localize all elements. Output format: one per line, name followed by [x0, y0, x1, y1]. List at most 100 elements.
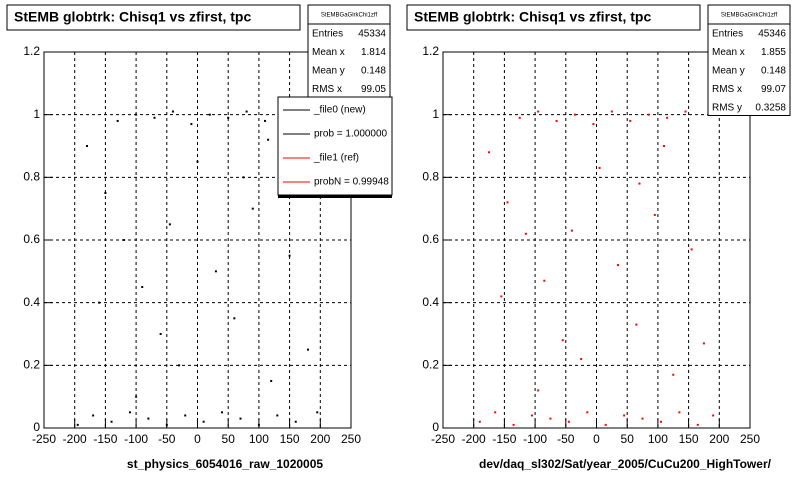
y-tick-label: 0.4	[422, 295, 439, 309]
point	[684, 110, 687, 113]
point	[159, 333, 162, 335]
x-tick-label: -250	[431, 432, 455, 446]
point	[549, 417, 552, 420]
stats-value: 1.814	[361, 47, 386, 58]
chart-title: StEMB globtrk: Chisq1 vs zfirst, tpc	[14, 9, 251, 25]
y-tick-label: 1.2	[23, 44, 40, 58]
point	[512, 423, 515, 426]
point	[288, 254, 291, 257]
stats-value: 0.3258	[755, 103, 786, 114]
point	[598, 166, 601, 169]
point	[537, 110, 540, 113]
point	[190, 123, 193, 126]
point	[666, 116, 669, 119]
point	[653, 213, 656, 216]
point	[239, 417, 242, 420]
legend-label: probN = 0.99948	[314, 177, 389, 188]
frame-border	[442, 51, 751, 429]
stats-label: RMS x	[712, 84, 742, 95]
stats-label: Mean x	[712, 47, 745, 58]
point	[85, 145, 88, 147]
stats-label: Mean y	[312, 66, 345, 77]
chart-title: StEMB globtrk: Chisq1 vs zfirst, tpc	[414, 9, 651, 25]
legend-box	[277, 96, 393, 196]
y-tick-label: 0.4	[23, 295, 40, 309]
point	[196, 160, 199, 163]
point	[267, 138, 270, 141]
x-tick-label: 0	[194, 432, 201, 446]
point	[506, 201, 509, 204]
point	[641, 417, 644, 420]
x-tick-label: -150	[492, 432, 516, 446]
point	[690, 248, 693, 251]
legend-label: _file0 (new)	[313, 105, 366, 116]
stats-box	[307, 4, 391, 98]
x-tick-label: 0	[593, 432, 600, 446]
point	[202, 420, 205, 423]
point	[307, 348, 310, 351]
point	[638, 182, 641, 185]
point	[98, 301, 101, 304]
y-tick-label: 0	[33, 420, 40, 434]
x-tick-label: 200	[709, 432, 729, 446]
point	[696, 423, 699, 426]
point	[208, 113, 211, 116]
point	[178, 364, 181, 367]
point	[257, 423, 260, 426]
point	[316, 411, 319, 414]
x-tick-label: -50	[557, 432, 575, 446]
point	[251, 207, 254, 210]
y-tick-label: 0	[432, 420, 439, 434]
y-tick-label: 0.8	[422, 170, 439, 184]
point	[555, 119, 558, 122]
stats-name: StEMBGaGlrkChi1zff	[721, 13, 778, 19]
legend-label: _file1 (ref)	[313, 153, 359, 164]
point	[712, 414, 715, 417]
point	[543, 279, 546, 282]
point	[494, 411, 497, 414]
point	[592, 123, 595, 126]
point	[659, 420, 662, 423]
y-tick-label: 0.2	[23, 358, 40, 372]
point	[264, 119, 267, 122]
frame-border	[43, 51, 352, 429]
point	[702, 342, 705, 345]
point	[574, 113, 577, 116]
y-tick-label: 0.8	[23, 170, 40, 184]
x-tick-label: 50	[222, 432, 236, 446]
x-axis-label: st_physics_6054016_raw_1020005	[127, 457, 323, 471]
point	[242, 176, 245, 179]
stats-value: 99.05	[361, 84, 386, 95]
point	[580, 358, 583, 361]
stats-label: Mean x	[312, 47, 345, 58]
point	[116, 119, 119, 122]
point	[616, 264, 619, 267]
point	[561, 339, 564, 342]
x-tick-label: -100	[124, 432, 148, 446]
x-tick-label: 250	[341, 432, 361, 446]
y-tick-label: 0.2	[422, 358, 439, 372]
point	[663, 145, 666, 147]
point	[214, 270, 217, 273]
x-tick-label: -100	[523, 432, 547, 446]
point	[635, 323, 638, 326]
point	[233, 317, 236, 320]
x-tick-label: -150	[93, 432, 117, 446]
point	[122, 239, 125, 241]
point	[567, 420, 570, 423]
point	[610, 110, 613, 113]
x-tick-label: 150	[280, 432, 300, 446]
point	[168, 223, 171, 226]
point	[294, 420, 297, 423]
title-box	[406, 4, 701, 31]
y-tick-label: 0.6	[23, 232, 40, 246]
x-tick-label: 250	[740, 432, 760, 446]
stats-label: Mean y	[712, 66, 745, 77]
x-axis-label: dev/daq_sl302/Sat/year_2005/CuCu200_High…	[479, 457, 772, 471]
stats-value: 45334	[358, 29, 386, 40]
stats-label: Entries	[312, 29, 343, 40]
y-tick-label: 0.6	[422, 232, 439, 246]
stats-name: StEMBGaGlrkChi1zff	[321, 13, 378, 19]
point	[147, 417, 150, 420]
